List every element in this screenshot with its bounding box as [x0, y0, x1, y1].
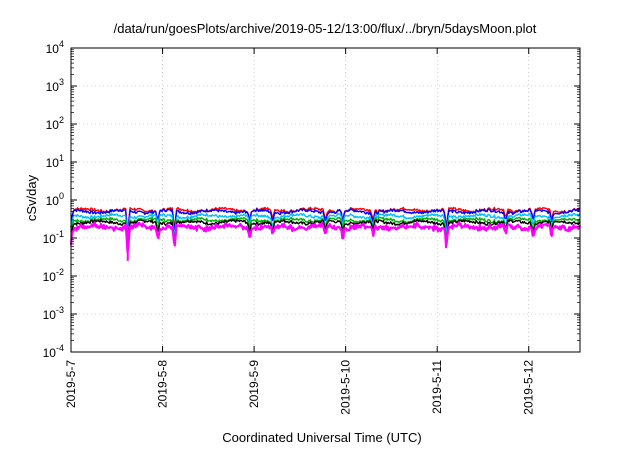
y-tick-label: 104 — [46, 39, 64, 56]
y-tick-label: 100 — [46, 191, 64, 208]
series-line — [70, 212, 581, 243]
ticks: 10-4 10-3 10-2 10-1 100 101 102 103 104 2019-5-7 2… — [43, 39, 580, 415]
y-tick-label: 103 — [46, 77, 64, 94]
chart-title: /data/run/goesPlots/archive/2019-05-12/1… — [114, 21, 537, 36]
series-layer — [69, 206, 582, 261]
y-tick-label: 102 — [46, 115, 64, 132]
y-tick-label: 101 — [46, 153, 64, 170]
x-tick-label: 2019-5-7 — [64, 360, 78, 408]
y-tick-label: 10-4 — [43, 343, 64, 360]
x-tick-label: 2019-5-11 — [430, 360, 444, 414]
x-tick-label: 2019-5-9 — [247, 360, 261, 408]
y-tick-label: 10-3 — [43, 305, 64, 322]
x-tick-label: 2019-5-10 — [339, 360, 353, 415]
y-tick-label: 10-2 — [43, 267, 64, 284]
series-line — [69, 221, 582, 253]
y-tick-label: 10-1 — [43, 229, 64, 246]
series-line — [70, 208, 581, 238]
y-axis-label: cSv/day — [24, 174, 39, 221]
x-tick-label: 2019-5-12 — [522, 360, 536, 415]
x-tick-label: 2019-5-8 — [156, 360, 170, 408]
x-axis-label: Coordinated Universal Time (UTC) — [222, 430, 421, 445]
grid — [71, 48, 580, 352]
series-line — [70, 218, 581, 250]
